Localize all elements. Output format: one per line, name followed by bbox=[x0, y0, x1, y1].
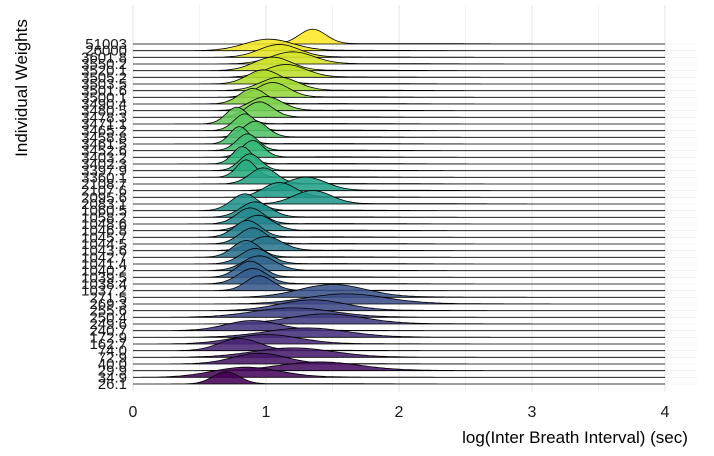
ridge-density-2083.1 bbox=[133, 190, 665, 205]
ridge-density-250.4 bbox=[133, 307, 665, 318]
y-tick-label: 34.9 bbox=[98, 369, 127, 386]
category-labels: 26.134.929.940.072.974.0162.7172.9240.72… bbox=[81, 36, 127, 393]
ridge-density-240.7 bbox=[133, 320, 665, 332]
x-tick-labels: 0 1 2 3 4 bbox=[129, 404, 670, 421]
y-tick-label: 1038.4 bbox=[81, 276, 127, 293]
ridge-density-74.0 bbox=[133, 338, 665, 352]
ridge-density-2107.6 bbox=[133, 176, 665, 192]
y-tick-label: 1042.7 bbox=[81, 249, 127, 266]
x-tick-label: 1 bbox=[262, 404, 271, 421]
y-tick-label: 3480.5 bbox=[81, 103, 127, 120]
y-tick-label: 3505.2 bbox=[81, 69, 127, 86]
y-tick-label: 271.5 bbox=[89, 289, 127, 306]
x-tick-label: 0 bbox=[129, 404, 138, 421]
y-tick-label: 240.7 bbox=[89, 323, 127, 340]
ridge-density-3360.1 bbox=[133, 159, 665, 178]
y-tick-label: 3490.4 bbox=[81, 96, 127, 113]
y-tick-label: 2095.6 bbox=[81, 189, 127, 206]
ridge-density-1040.2 bbox=[133, 255, 665, 272]
y-tick-label: 3465.2 bbox=[81, 123, 127, 140]
ridge-density-3461.5 bbox=[133, 125, 665, 145]
grid bbox=[113, 5, 697, 392]
y-tick-label: 74.0 bbox=[98, 343, 127, 360]
ridge-density-3520.1 bbox=[133, 56, 665, 72]
ridge-density-1046.8 bbox=[133, 214, 665, 232]
ridge-density-1045.7 bbox=[133, 220, 665, 238]
ridge-density-26.1 bbox=[133, 371, 665, 385]
y-tick-label: 1048.6 bbox=[81, 216, 127, 233]
y-tick-label: 26000 bbox=[85, 43, 127, 60]
y-tick-label: 1039.5 bbox=[81, 269, 127, 286]
y-tick-label: 1041.4 bbox=[81, 256, 127, 273]
y-tick-label: 2083.1 bbox=[81, 196, 127, 213]
y-tick-label: 3360.1 bbox=[81, 169, 127, 186]
y-tick-label: 1045.7 bbox=[81, 229, 127, 246]
y-tick-label: 3520.1 bbox=[81, 63, 127, 80]
ridge-density-3601.8 bbox=[133, 44, 665, 58]
ridge-density-271.5 bbox=[133, 284, 665, 298]
ridge-density-3452.6 bbox=[133, 133, 665, 152]
ridge-density-3500.1 bbox=[133, 82, 665, 98]
ridge-density-269.3 bbox=[133, 293, 665, 305]
y-tick-label: 250.4 bbox=[89, 309, 127, 326]
y-tick-label: 1043.6 bbox=[81, 243, 127, 260]
y-tick-label: 40.0 bbox=[98, 356, 127, 373]
y-tick-label: 72.9 bbox=[98, 349, 127, 366]
y-tick-label: 29.9 bbox=[98, 363, 127, 380]
y-tick-label: 1060.5 bbox=[81, 203, 127, 220]
y-tick-label: 1040.2 bbox=[81, 263, 127, 280]
x-tick-label: 4 bbox=[661, 404, 670, 421]
ridge-density-1058.2 bbox=[133, 201, 665, 218]
ridge-density-1037.2 bbox=[133, 275, 665, 292]
ridges bbox=[133, 28, 665, 385]
y-tick-label: 172.9 bbox=[89, 329, 127, 346]
ridge-density-162.7 bbox=[133, 334, 665, 345]
y-tick-label: 3452.6 bbox=[81, 143, 127, 160]
ridge-density-2095.6 bbox=[133, 182, 665, 198]
y-tick-label: 3601.8 bbox=[81, 49, 127, 66]
y-tick-label: 3503.5 bbox=[81, 76, 127, 93]
y-tick-label: 3403.2 bbox=[81, 149, 127, 166]
y-tick-label: 3471.1 bbox=[81, 116, 127, 133]
y-tick-label: 3501.6 bbox=[81, 83, 127, 100]
y-tick-label: 1044.5 bbox=[81, 236, 127, 253]
ridge-density-3397.9 bbox=[133, 153, 665, 172]
x-tick-label: 3 bbox=[528, 404, 537, 421]
x-axis-title: log(Inter Breath Interval) (sec) bbox=[462, 428, 688, 447]
y-tick-label: 255.6 bbox=[89, 303, 127, 320]
x-tick-label: 2 bbox=[395, 404, 404, 421]
ridge-density-2108.7 bbox=[133, 167, 665, 185]
ridge-density-34.9 bbox=[133, 366, 665, 378]
y-tick-label: 1058.2 bbox=[81, 209, 127, 226]
ridge-density-3403.2 bbox=[133, 139, 665, 158]
y-tick-label: 1046.8 bbox=[81, 223, 127, 240]
y-tick-label: 3402.3 bbox=[81, 156, 127, 173]
y-tick-label: 51003 bbox=[85, 36, 127, 53]
y-tick-label: 3500.1 bbox=[81, 89, 127, 106]
y-tick-label: 162.7 bbox=[89, 336, 127, 353]
ridge-density-3465.2 bbox=[133, 113, 665, 132]
y-tick-label: 1037.2 bbox=[81, 283, 127, 300]
y-tick-label: 2108.7 bbox=[81, 176, 127, 193]
y-tick-label: 3550.2 bbox=[81, 56, 127, 73]
y-tick-label: 3458.8 bbox=[81, 129, 127, 146]
ridge-density-51003 bbox=[133, 28, 665, 45]
y-tick-label: 2107.6 bbox=[81, 183, 127, 200]
ridge-density-1043.6 bbox=[133, 236, 665, 252]
y-tick-label: 3397.9 bbox=[81, 163, 127, 180]
y-tick-label: 249.6 bbox=[89, 316, 127, 333]
y-tick-label: 269.3 bbox=[89, 296, 127, 313]
ridge-density-255.6 bbox=[133, 299, 665, 312]
y-tick-label: 26.1 bbox=[98, 376, 127, 393]
y-tick-label: 3478.3 bbox=[81, 109, 127, 126]
ridge-density-40.0 bbox=[133, 352, 665, 365]
y-tick-label: 3461.5 bbox=[81, 136, 127, 153]
ridge-density-3402.3 bbox=[133, 146, 665, 165]
y-axis-title: Individual Weights bbox=[12, 19, 31, 157]
ridge-density-3458.8 bbox=[133, 120, 665, 138]
